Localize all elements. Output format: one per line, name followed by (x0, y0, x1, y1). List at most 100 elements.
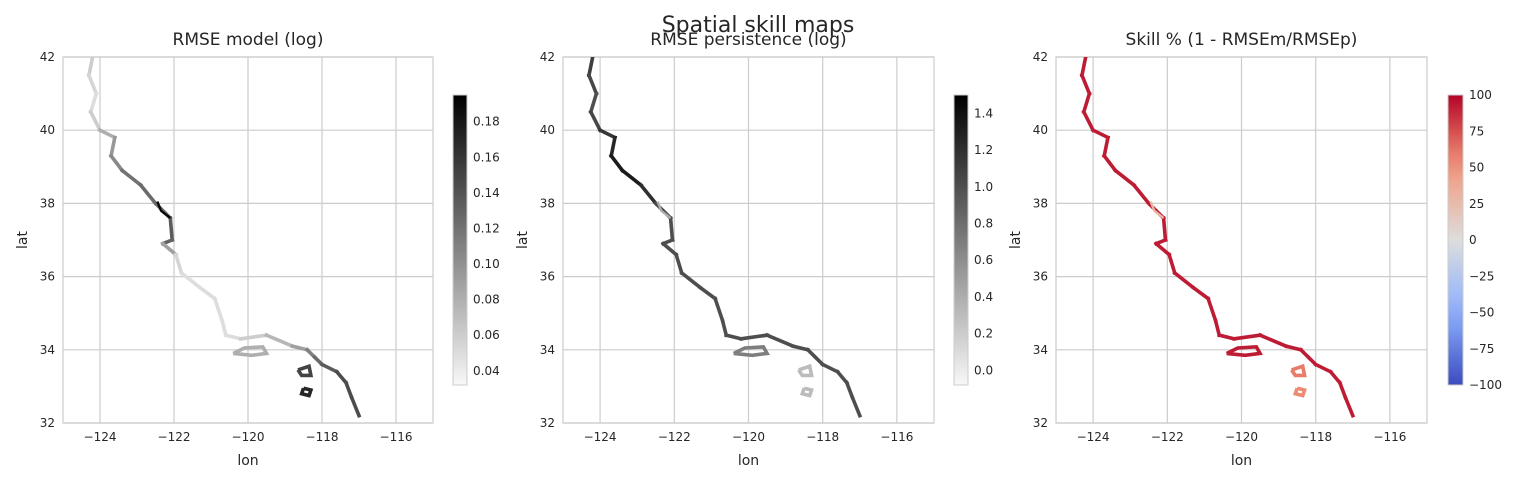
coast-segment (712, 296, 725, 323)
x-tick-label: −118 (1299, 430, 1332, 444)
y-axis-label: lat (515, 231, 531, 249)
y-tick-label: 34 (1033, 343, 1048, 357)
colorbar-tick-label: −25 (1469, 269, 1494, 283)
coast-segment (97, 127, 118, 140)
y-tick-label: 40 (1033, 123, 1048, 137)
y-tick-label: 32 (1033, 416, 1048, 430)
x-tick-label: −124 (584, 430, 617, 444)
coast-segment (724, 332, 744, 341)
x-axis-label: lon (237, 453, 258, 469)
coast-segment (290, 343, 310, 352)
axes-frame (62, 56, 434, 424)
coast-segment (1172, 270, 1196, 291)
island-outline (732, 345, 770, 358)
panel-3: Skill % (1 - RMSEm/RMSEp) −124 −122 −120 −11… (1008, 30, 1502, 469)
coast-segment (119, 167, 144, 188)
coast-segment (1102, 135, 1111, 158)
colorbar-tick-label: 0.0 (974, 363, 993, 377)
y-axis-label: lat (15, 231, 31, 249)
coast-segment (173, 252, 184, 276)
island-outline (799, 386, 814, 398)
coast-segment (697, 285, 718, 302)
colorbar (1447, 94, 1464, 386)
panel-title: Skill % (1 - RMSEm/RMSEp) (1126, 30, 1358, 50)
colorbar-tick-label: 100 (1469, 88, 1492, 102)
coast-segment (86, 72, 99, 96)
colorbar-tick-label: 0.18 (473, 115, 500, 129)
colorbar-tick-label: 0.04 (473, 364, 500, 378)
island-outline (797, 363, 814, 378)
panel-title: RMSE model (log) (173, 30, 324, 50)
coast-segment (264, 332, 295, 349)
y-tick-label: 38 (1033, 196, 1048, 210)
y-tick-label: 42 (540, 50, 555, 64)
bay-spur (656, 201, 672, 219)
coast-segment (1131, 182, 1152, 206)
coast-segment (108, 135, 117, 158)
colorbar-tick-label: 0.12 (473, 221, 500, 235)
coast-segment (619, 167, 644, 188)
coast-segment (334, 369, 349, 386)
data-layer (86, 57, 362, 419)
coast-segment (609, 135, 618, 158)
coast-segment (1101, 153, 1118, 173)
coast-segment (349, 395, 362, 419)
coast-segment (638, 182, 659, 206)
colorbar-tick-label: 75 (1469, 124, 1484, 138)
panel-2: RMSE persistence (log) −124 −122 −120 −118 −1… (515, 30, 993, 469)
coast-segment (673, 252, 684, 276)
y-axis-label: lat (1008, 231, 1024, 249)
coast-segment (1112, 167, 1137, 188)
y-tick-label: 42 (40, 50, 55, 64)
coast-segment (1079, 72, 1092, 96)
x-tick-label: −120 (232, 430, 265, 444)
coast-segment (586, 72, 599, 96)
coast-segment (1166, 252, 1177, 276)
colorbar-tick-label: 0.06 (473, 328, 500, 342)
coast-segment (1217, 332, 1237, 341)
coast-segment (343, 380, 354, 400)
coast-segment (1081, 109, 1096, 133)
panel-1: RMSE model (log) −124 −122 −120 −118 −116 32 34… (15, 30, 500, 469)
coast-segment (588, 91, 599, 115)
y-tick-label: 36 (540, 270, 555, 284)
y-tick-label: 34 (40, 343, 55, 357)
coast-segment (1313, 362, 1333, 375)
x-tick-label: −122 (158, 430, 191, 444)
x-tick-label: −122 (1151, 430, 1184, 444)
y-tick-label: 42 (1033, 50, 1048, 64)
coast-segment (844, 380, 855, 400)
colorbar-tick-label: 1.2 (974, 143, 993, 157)
colorbar-tick-label: 0.8 (974, 216, 993, 230)
coast-segment (212, 296, 225, 323)
coast-segment (88, 91, 99, 115)
island-outline (1292, 386, 1307, 398)
coast-segment (1328, 369, 1343, 386)
x-tick-label: −116 (1373, 430, 1406, 444)
coast-segment (138, 182, 159, 206)
colorbar-tick-label: 25 (1469, 197, 1484, 211)
colorbar-tick-label: 0.6 (974, 253, 993, 267)
x-tick-label: −120 (1225, 430, 1258, 444)
colorbar-tick-label: 0.2 (974, 327, 993, 341)
coast-segment (1232, 333, 1263, 341)
coast-segment (160, 241, 179, 258)
coast-segment (660, 241, 679, 258)
coast-segment (86, 57, 95, 78)
coast-segment (1213, 318, 1222, 338)
coast-segment (319, 362, 340, 375)
coast-segment (1079, 57, 1088, 78)
coast-segment (586, 57, 595, 78)
x-tick-label: −124 (1077, 430, 1110, 444)
coast-segment (739, 333, 770, 341)
coast-segment (668, 216, 675, 242)
bay-spur (1149, 201, 1165, 219)
island-outline (1225, 345, 1263, 358)
figure-suptitle: Spatial skill maps (662, 13, 855, 38)
coast-segment (219, 318, 228, 338)
coast-segment (168, 216, 175, 242)
coast-segment (1205, 296, 1218, 323)
y-tick-label: 38 (40, 196, 55, 210)
panel-title: RMSE persistence (log) (650, 30, 846, 50)
island-outline (299, 386, 314, 398)
